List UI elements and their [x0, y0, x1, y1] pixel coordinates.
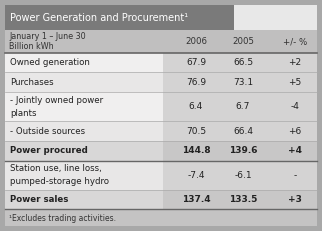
Bar — [5, 209, 317, 226]
Text: 66.4: 66.4 — [233, 127, 253, 136]
Text: Purchases: Purchases — [10, 78, 54, 87]
Text: January 1 – June 30: January 1 – June 30 — [9, 32, 86, 41]
Text: pumped-storage hydro: pumped-storage hydro — [10, 177, 109, 186]
Text: +5: +5 — [289, 78, 302, 87]
Text: ¹Excludes trading activities.: ¹Excludes trading activities. — [9, 213, 116, 222]
Bar — [163, 53, 317, 73]
Text: +/- %: +/- % — [283, 37, 307, 46]
Bar — [5, 53, 317, 73]
Bar — [5, 121, 317, 141]
Text: 70.5: 70.5 — [186, 127, 206, 136]
Bar — [5, 30, 317, 53]
Text: -6.1: -6.1 — [234, 171, 252, 180]
Text: 76.9: 76.9 — [186, 78, 206, 87]
Text: +6: +6 — [289, 127, 302, 136]
Text: 6.7: 6.7 — [236, 102, 250, 111]
Bar — [234, 5, 317, 30]
Bar — [5, 190, 317, 209]
Text: 2005: 2005 — [232, 37, 254, 46]
Bar — [163, 92, 317, 121]
Text: 2006: 2006 — [185, 37, 207, 46]
Text: 137.4: 137.4 — [182, 195, 210, 204]
Bar — [5, 5, 234, 30]
Text: 6.4: 6.4 — [189, 102, 203, 111]
Bar — [163, 141, 317, 161]
Text: +3: +3 — [288, 195, 302, 204]
Bar — [163, 73, 317, 92]
Text: - Outside sources: - Outside sources — [10, 127, 85, 136]
Text: 73.1: 73.1 — [233, 78, 253, 87]
Text: -4: -4 — [290, 102, 299, 111]
Text: 133.5: 133.5 — [229, 195, 257, 204]
Text: Station use, line loss,: Station use, line loss, — [10, 164, 102, 173]
Text: +2: +2 — [289, 58, 302, 67]
Text: plants: plants — [10, 109, 36, 118]
Text: Power sales: Power sales — [10, 195, 68, 204]
Text: -7.4: -7.4 — [187, 171, 205, 180]
Bar — [5, 73, 317, 92]
Text: 139.6: 139.6 — [229, 146, 257, 155]
Text: - Jointly owned power: - Jointly owned power — [10, 96, 103, 105]
Text: -: - — [293, 171, 297, 180]
Bar — [5, 92, 317, 121]
Text: Power Generation and Procurement¹: Power Generation and Procurement¹ — [10, 13, 188, 23]
Bar — [163, 121, 317, 141]
Text: Owned generation: Owned generation — [10, 58, 90, 67]
Text: 144.8: 144.8 — [182, 146, 210, 155]
Text: Billion kWh: Billion kWh — [9, 42, 54, 51]
Bar — [163, 161, 317, 190]
Bar — [163, 190, 317, 209]
Bar — [5, 141, 317, 161]
Text: 67.9: 67.9 — [186, 58, 206, 67]
Text: Power procured: Power procured — [10, 146, 88, 155]
Text: 66.5: 66.5 — [233, 58, 253, 67]
Bar — [5, 161, 317, 190]
Text: +4: +4 — [288, 146, 302, 155]
